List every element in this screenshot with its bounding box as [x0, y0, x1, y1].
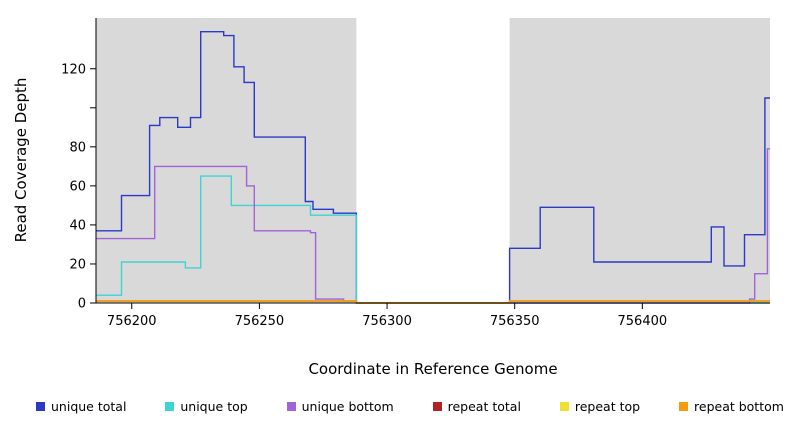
- y-tick-label: 120: [61, 62, 86, 77]
- legend-swatch-icon: [165, 402, 175, 411]
- x-tick-label: 756200: [107, 314, 157, 329]
- series-line-unique-total: [96, 31, 770, 304]
- y-tick-label: 60: [69, 179, 86, 194]
- legend-label: unique top: [180, 399, 248, 414]
- shaded-region: [96, 18, 357, 303]
- legend-swatch-icon: [559, 402, 569, 411]
- x-axis-title: Coordinate in Reference Genome: [308, 360, 558, 378]
- legend-item-unique-bottom: unique bottom: [286, 399, 394, 414]
- legend-label: repeat total: [447, 399, 521, 414]
- legend-swatch-icon: [432, 402, 442, 411]
- x-tick-label: 756350: [490, 314, 540, 329]
- legend-swatch-icon: [679, 402, 689, 411]
- y-tick-label: 20: [69, 257, 86, 272]
- legend-swatch-icon: [286, 402, 296, 411]
- legend-item-unique-top: unique top: [165, 399, 248, 414]
- legend-item-repeat-total: repeat total: [432, 399, 521, 414]
- x-tick-label: 756250: [235, 314, 285, 329]
- legend-swatch-icon: [36, 402, 45, 411]
- legend-label: unique total: [51, 399, 127, 414]
- legend-label: repeat top: [574, 399, 641, 414]
- series-line-unique-top: [96, 175, 770, 304]
- x-tick-label: 756300: [362, 314, 412, 329]
- y-tick-label: 40: [69, 218, 86, 233]
- legend-label: unique bottom: [301, 399, 394, 414]
- y-tick-label: 0: [78, 297, 86, 312]
- legend-item-repeat-top: repeat top: [559, 399, 641, 414]
- legend-item-repeat-bottom: repeat bottom: [679, 399, 784, 414]
- legend-label: repeat bottom: [694, 399, 784, 414]
- y-axis-title: Read Coverage Depth: [12, 77, 30, 243]
- y-tick-label: 80: [69, 140, 86, 155]
- shaded-region: [509, 18, 770, 303]
- series-line-unique-bottom: [96, 148, 770, 304]
- legend-item-unique-total: unique total: [36, 399, 126, 414]
- legend: unique total unique top unique bottom repea…: [36, 399, 784, 414]
- x-tick-label: 756400: [618, 314, 668, 329]
